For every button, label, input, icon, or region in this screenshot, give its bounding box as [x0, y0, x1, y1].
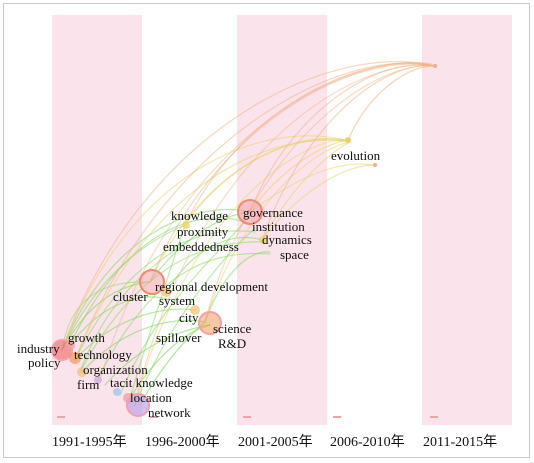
arc	[81, 319, 206, 373]
node-growth	[65, 340, 75, 350]
period-label-1: 1991-1995年	[52, 434, 127, 450]
arc	[249, 64, 436, 213]
keyword-nodes	[51, 64, 437, 417]
period-label-4: 2006-2010年	[330, 434, 405, 450]
marker	[57, 416, 65, 418]
label-location: location	[130, 390, 172, 405]
arc	[164, 236, 263, 296]
arc	[69, 296, 171, 346]
label-tacit-knowledge: tacit knowledge	[110, 375, 193, 390]
arc	[61, 224, 186, 351]
label-system: system	[159, 293, 195, 308]
node-dynamics	[259, 236, 267, 244]
arc	[134, 64, 436, 406]
arc	[204, 251, 271, 323]
label-organization: organization	[83, 362, 148, 377]
node-cluster	[139, 269, 165, 295]
label-industry: industry	[17, 341, 60, 356]
label-firm: firm	[77, 377, 99, 392]
arc	[129, 224, 186, 399]
arc	[261, 164, 376, 241]
arc	[69, 217, 246, 346]
node-regional-development	[161, 287, 171, 297]
label-proximity: proximity	[177, 224, 229, 239]
marker	[333, 416, 341, 418]
arc	[61, 61, 436, 351]
label-science: science	[213, 321, 251, 336]
arc	[119, 214, 251, 396]
period-label-5: 2011-2015年	[423, 434, 497, 450]
label-network: network	[148, 405, 191, 420]
node-science	[198, 311, 222, 335]
label-institution: institution	[252, 219, 305, 234]
arc	[61, 135, 346, 351]
keyword-labels: industry policy growth technology organi…	[17, 148, 381, 420]
node-tacit-knowledge	[113, 388, 121, 396]
marker	[243, 416, 251, 418]
label-governance: governance	[243, 205, 303, 220]
node-governance	[237, 199, 263, 225]
period-label-3: 2001-2005年	[238, 434, 313, 450]
node-firm	[94, 376, 102, 384]
arc	[249, 163, 373, 213]
label-technology: technology	[74, 347, 132, 362]
arc	[184, 138, 351, 226]
link-arcs	[61, 61, 436, 406]
baseline-markers	[57, 416, 438, 418]
label-city: city	[179, 310, 199, 325]
period-label-2: 1996-2000年	[145, 434, 220, 450]
arc	[134, 139, 346, 406]
arc	[74, 308, 196, 361]
node-city	[190, 305, 200, 315]
band-2011-2015	[422, 15, 512, 425]
label-spillover: spillover	[156, 330, 202, 345]
marker	[150, 416, 158, 418]
arc	[61, 281, 151, 351]
arc	[204, 141, 351, 323]
node-network	[126, 393, 150, 417]
arc	[61, 208, 251, 351]
arc	[134, 227, 256, 406]
node-knowledge	[182, 221, 190, 229]
node-evolution-2	[373, 163, 377, 167]
label-regional-development: regional development	[155, 279, 268, 294]
node-organization	[77, 367, 87, 377]
node-evolution	[345, 137, 351, 143]
arc	[149, 63, 436, 283]
arc	[261, 65, 436, 241]
label-space: space	[280, 247, 309, 262]
label-dynamics: dynamics	[262, 232, 312, 247]
period-axis: 1991-1995年 1996-2000年 2001-2005年 2006-20…	[52, 434, 497, 450]
arc	[99, 62, 433, 381]
arc	[204, 65, 436, 323]
arc	[79, 241, 266, 373]
arc	[94, 252, 271, 386]
label-knowledge: knowledge	[171, 208, 228, 223]
arc	[347, 65, 436, 141]
marker	[430, 416, 438, 418]
label-policy: policy	[28, 355, 61, 370]
label-embeddedness: embeddedness	[163, 239, 239, 254]
node-2011-2015	[433, 64, 437, 68]
label-rd: R&D	[218, 336, 246, 351]
arc	[184, 62, 436, 226]
node-technology	[69, 352, 81, 364]
arc	[79, 239, 191, 373]
label-cluster: cluster	[113, 289, 148, 304]
label-evolution: evolution	[331, 148, 381, 163]
label-growth: growth	[68, 330, 105, 345]
